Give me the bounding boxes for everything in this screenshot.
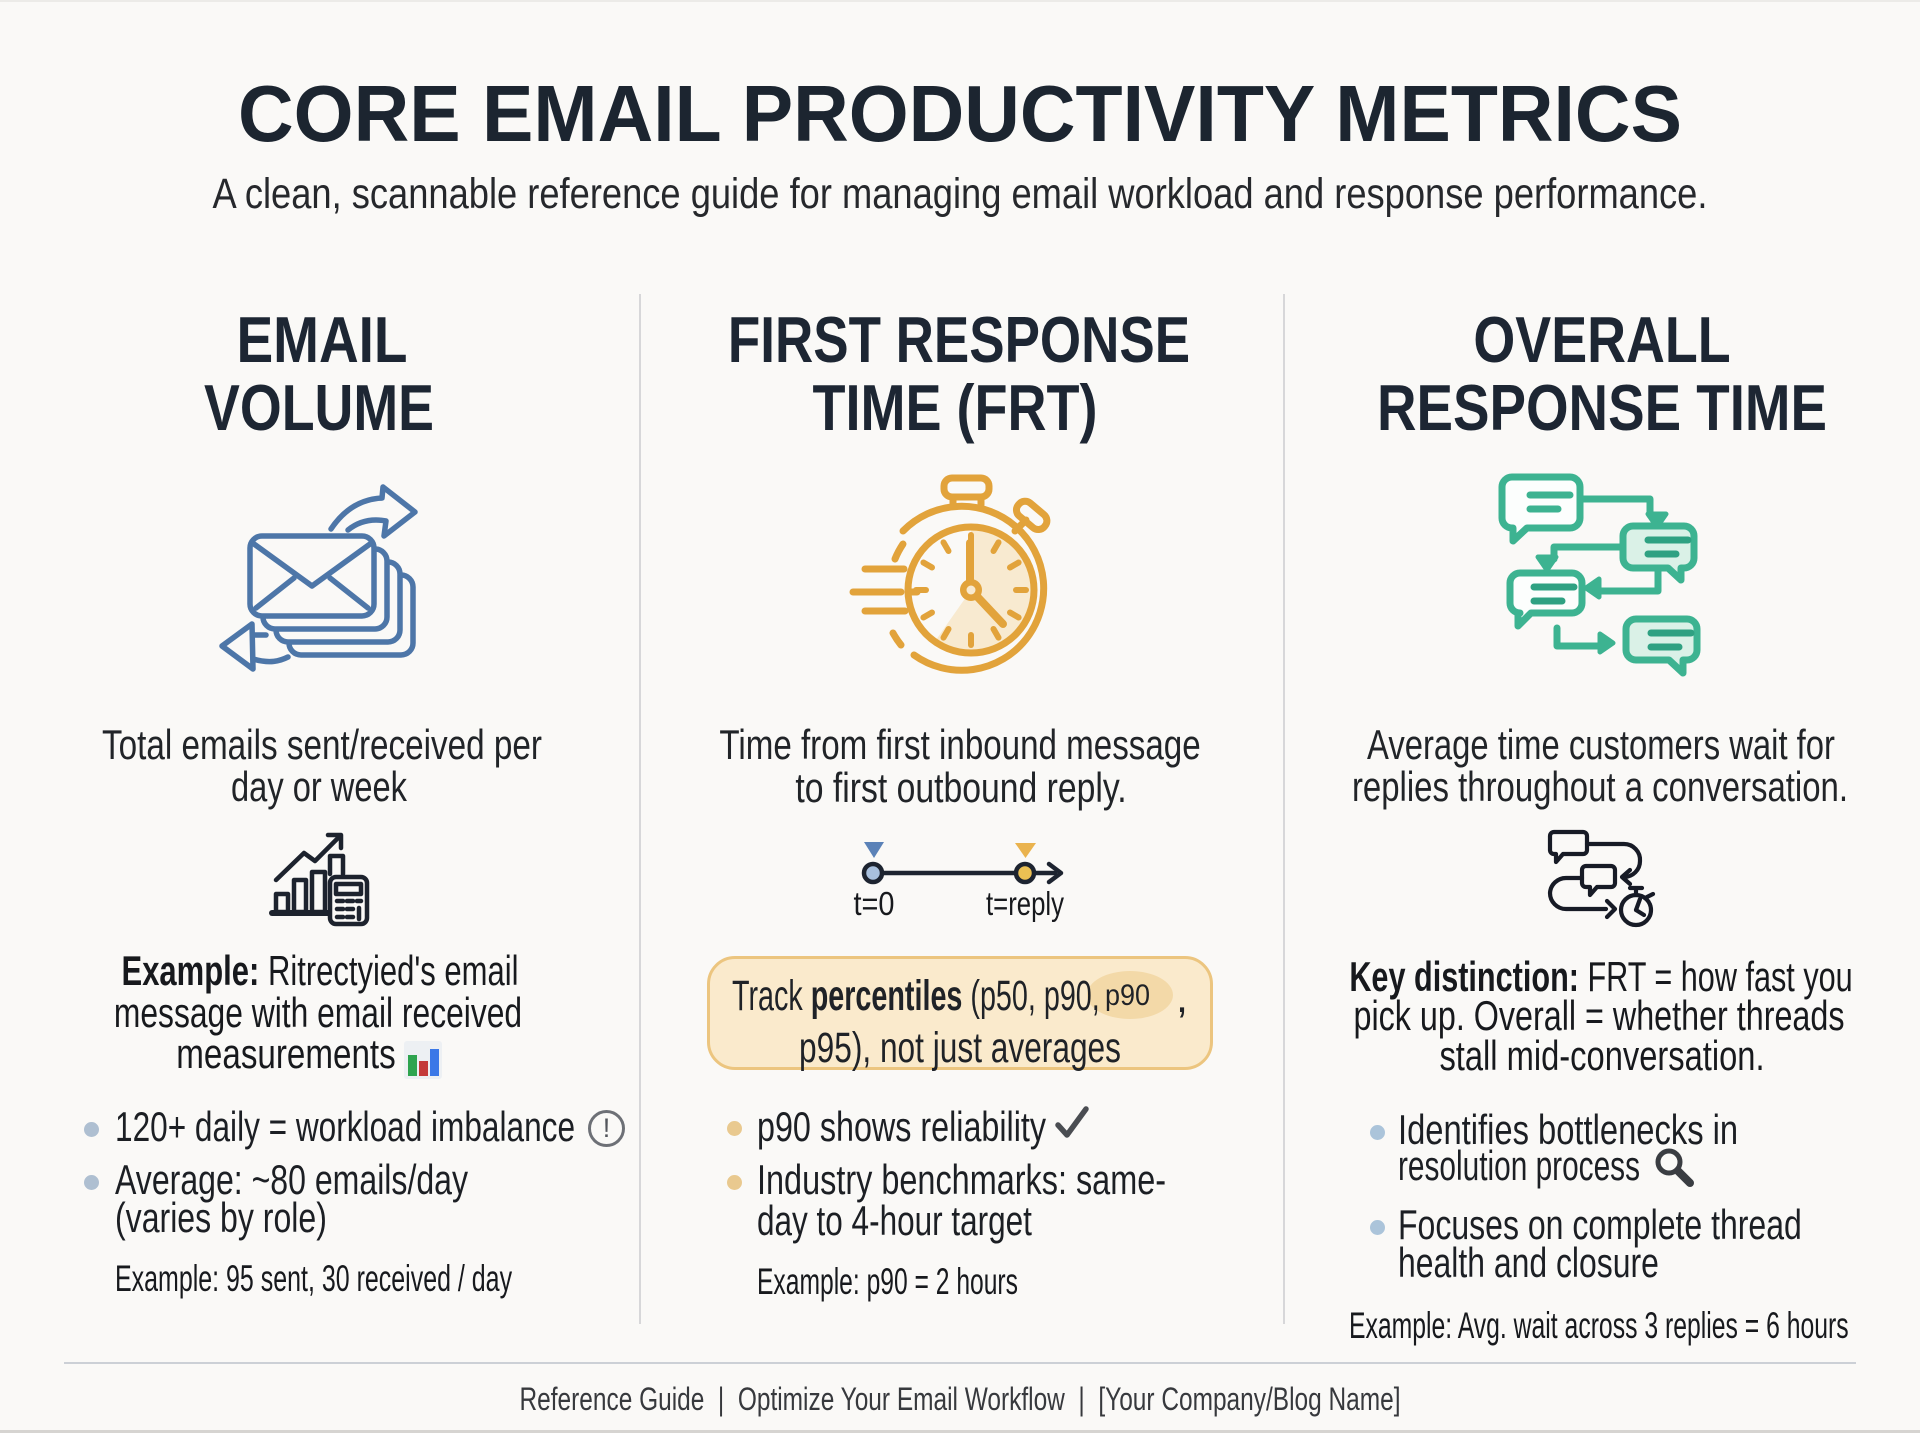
- svg-text:t=reply: t=reply: [986, 885, 1064, 922]
- svg-text:t=0: t=0: [854, 885, 895, 922]
